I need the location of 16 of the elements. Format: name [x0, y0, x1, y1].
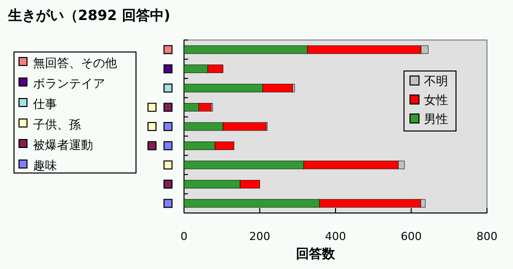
text: 仕事	[32, 97, 57, 111]
text: 趣味	[33, 158, 57, 172]
x-tick-label: 800	[476, 230, 498, 243]
chart-title: 生きがい（2892 回答中)	[7, 8, 170, 24]
x-tick-label: 400	[325, 230, 346, 243]
text: 子供、孫	[33, 118, 81, 132]
legend-label: 男性	[424, 112, 448, 126]
text: ボランテイア	[33, 76, 105, 90]
x-tick-label: 600	[400, 230, 422, 243]
x-tick-label: 200	[249, 230, 270, 243]
legend-label: 不明	[424, 74, 448, 88]
x-axis-title: 回答数	[296, 247, 336, 262]
legend-label: 女性	[424, 93, 448, 107]
x-tick-label: 0	[180, 230, 188, 243]
text: 無回答、その他	[33, 56, 117, 70]
text: 被爆者運動	[33, 138, 93, 152]
